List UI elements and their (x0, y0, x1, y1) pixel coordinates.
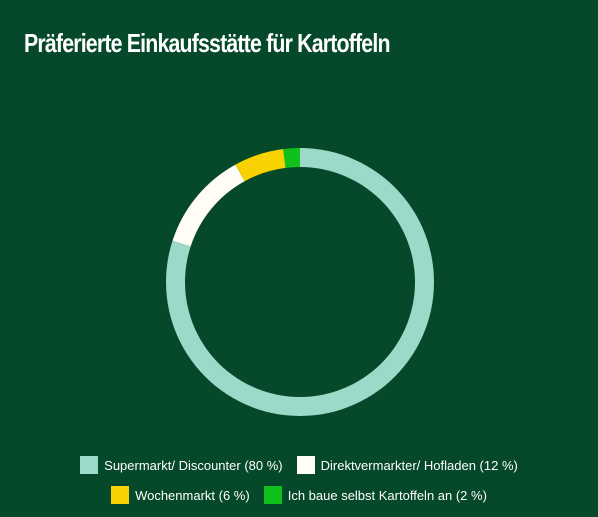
legend-label-direktvermarkter: Direktvermarkter/ Hofladen (12 %) (320, 457, 518, 473)
legend-label-wochenmarkt: Wochenmarkt (6 %) (135, 487, 250, 503)
donut-slice-wochenmarkt[interactable] (235, 149, 286, 182)
legend-item-supermarkt[interactable]: Supermarkt/ Discounter (80 %) (80, 456, 283, 474)
legend-row-2: Wochenmarkt (6 %) Ich baue selbst Kartof… (0, 480, 598, 510)
legend-swatch-selbst (263, 486, 282, 504)
legend-swatch-supermarkt (80, 456, 99, 474)
legend-swatch-direktvermarkter (296, 456, 315, 474)
legend-item-direktvermarkter[interactable]: Direktvermarkter/ Hofladen (12 %) (296, 456, 518, 474)
legend-row-1: Supermarkt/ Discounter (80 %) Direktverm… (0, 450, 598, 480)
legend: Supermarkt/ Discounter (80 %) Direktverm… (0, 450, 598, 510)
legend-label-supermarkt: Supermarkt/ Discounter (80 %) (104, 457, 283, 473)
donut-slice-selbst[interactable] (283, 148, 300, 168)
donut-slice-direktvermarkter[interactable] (172, 164, 245, 247)
legend-label-selbst: Ich baue selbst Kartoffeln an (2 %) (287, 487, 487, 503)
chart-title: Präferierte Einkaufsstätte für Kartoffel… (24, 28, 390, 58)
legend-swatch-wochenmarkt (111, 486, 130, 504)
legend-item-wochenmarkt[interactable]: Wochenmarkt (6 %) (111, 486, 250, 504)
legend-item-selbst[interactable]: Ich baue selbst Kartoffeln an (2 %) (263, 486, 487, 504)
